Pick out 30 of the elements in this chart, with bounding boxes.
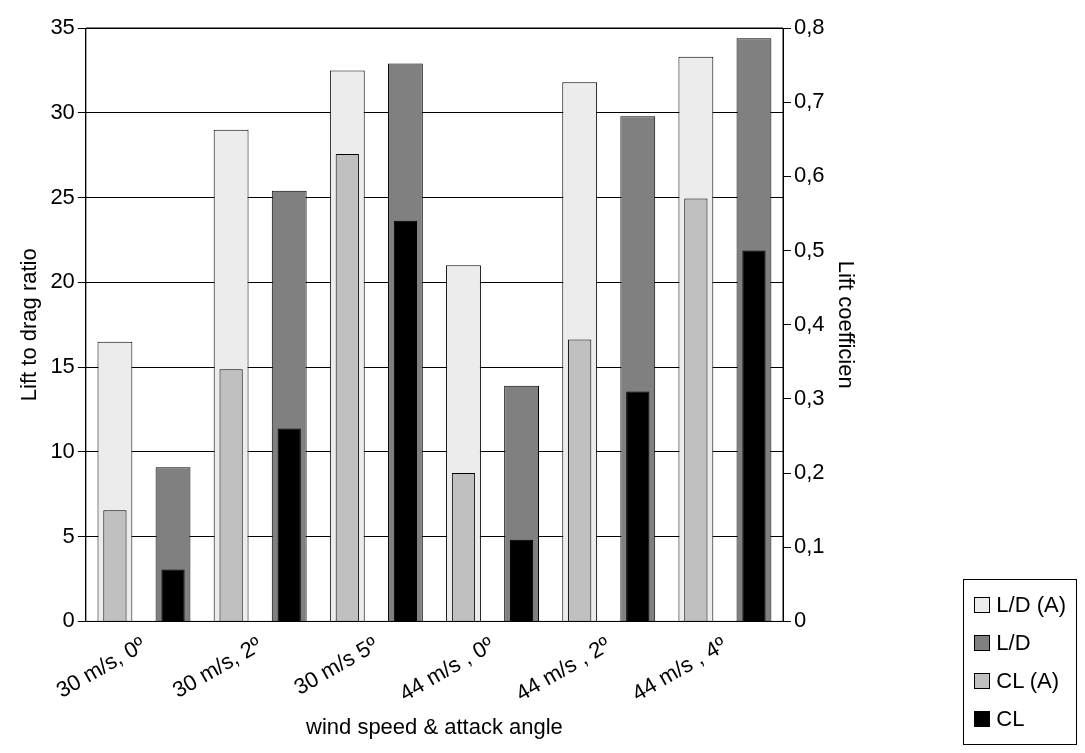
y-tick-label: 30 [50,98,75,124]
y2-axis-title: Lift coefficien [833,260,859,389]
x-tick-label: 44 m/s , 4º [627,631,731,706]
y2-tick-label: 0,1 [794,533,825,559]
y2-tick-label: 0,7 [794,88,825,114]
x-tick-label: 44 m/s , 0º [395,631,499,706]
legend-label: CL (A) [996,668,1060,694]
y-tick-label: 35 [50,14,75,40]
x-tick-label: 44 m/s , 2º [511,631,615,706]
y2-tick-label: 0,4 [794,310,825,336]
y2-tick-label: 0 [794,607,807,633]
y2-tick-label: 0,5 [794,236,825,262]
y-tick-label: 15 [50,353,75,379]
y-tick-label: 20 [50,268,75,294]
y-tick-label: 25 [50,183,75,209]
y-axis-title: Lift to drag ratio [16,248,42,402]
legend-label: CL [996,706,1025,732]
y2-tick-label: 0,8 [794,14,825,40]
x-axis-title: wind speed & attack angle [305,713,563,739]
legend-label: L/D [996,630,1031,656]
x-tick-label: 30 m/s, 2º [167,631,266,703]
x-tick-label: 30 m/s, 0º [51,631,150,703]
x-tick-label: 30 m/s 5º [289,631,382,700]
y2-tick-label: 0,2 [794,459,825,485]
y2-tick-label: 0,6 [794,162,825,188]
y-tick-label: 5 [62,522,75,548]
legend-label: L/D (A) [996,592,1066,618]
y2-tick-label: 0,3 [794,384,825,410]
y-tick-label: 10 [50,437,75,463]
y-tick-label: 0 [62,607,75,633]
